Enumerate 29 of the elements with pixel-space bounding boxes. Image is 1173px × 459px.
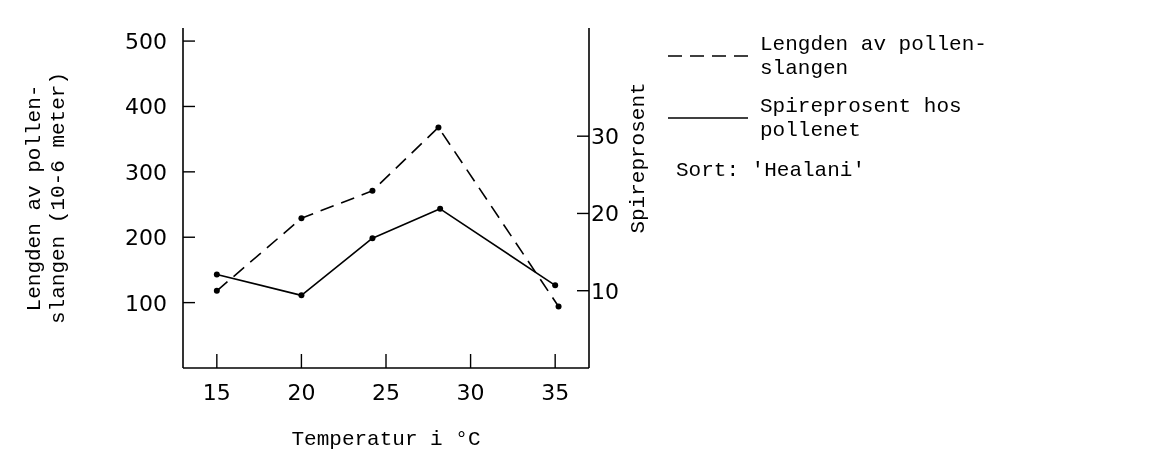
y-tick-label: 500 [125,29,167,55]
point [369,187,376,194]
x-tick-label: 15 [202,380,231,405]
x-tick-label: 20 [287,380,316,405]
point [555,303,562,310]
y2-axis-title: Spireprosent [627,82,650,234]
y-tick-label: 200 [125,225,167,251]
text: Sort: 'Healani' [676,159,866,182]
x-tick-label: 30 [456,380,485,405]
legend-label: Lengden av pollen- slangen [760,33,987,80]
y2-tick-label: 20 [591,201,619,227]
legend-label: Spireprosent hos pollenet [760,95,962,142]
x-tick-label: 35 [541,380,570,405]
y-axis-title: Lengden av pollen- slangen (10-6 meter) [23,71,70,325]
y-tick-label: 400 [125,94,167,120]
point [298,292,305,299]
y-tick-label: 300 [125,159,167,185]
point [213,271,220,278]
point [369,235,376,242]
point [213,287,220,294]
point [552,282,559,289]
point [437,205,444,212]
point [435,124,442,131]
x-axis-title: Temperatur i °C [291,428,481,451]
y2-tick-label: 10 [591,278,619,304]
point [298,215,305,222]
x-tick-label: 25 [372,380,400,405]
y-tick-label: 100 [125,290,167,316]
y2-tick-label: 30 [591,124,619,150]
